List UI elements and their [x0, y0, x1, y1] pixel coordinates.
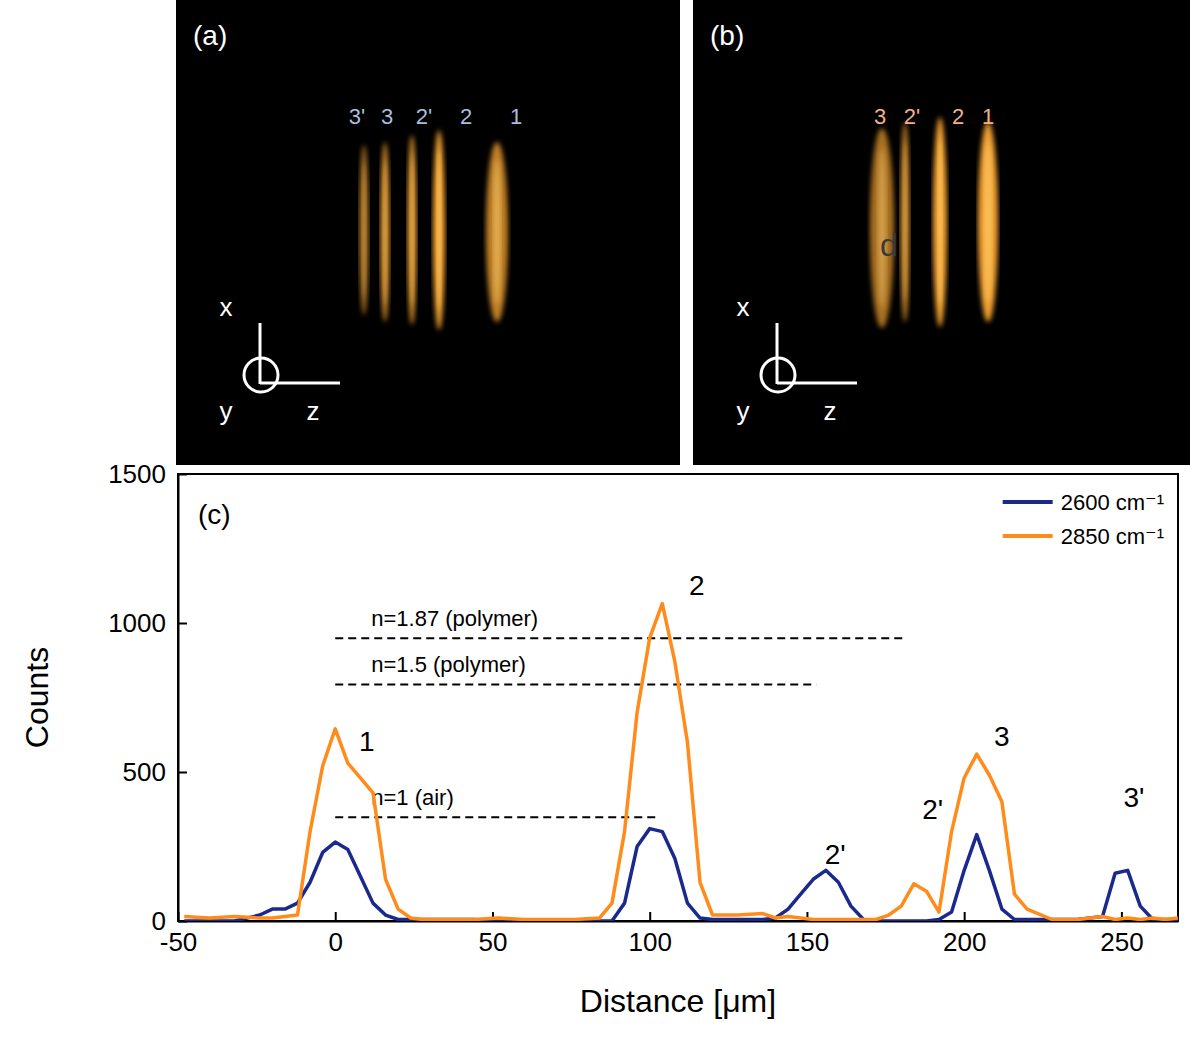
y-tick-label: 1000 — [108, 608, 166, 638]
streak — [433, 130, 445, 330]
peak-label: 3' — [349, 104, 365, 129]
panel-letter: (a) — [193, 20, 227, 51]
peak-label: 1 — [982, 104, 994, 129]
y-tick: 500 — [123, 757, 187, 787]
peak-label: 3 — [381, 104, 393, 129]
legend-label: 2850 cm⁻¹ — [1061, 524, 1164, 549]
legend: 2600 cm⁻¹ 2850 cm⁻¹ — [1003, 490, 1164, 549]
peak-label: 3' — [1124, 782, 1145, 813]
peak-label: 3 — [874, 104, 886, 129]
x-tick-label: 100 — [629, 927, 672, 957]
y-tick-mark — [178, 772, 187, 774]
y-tick-mark — [178, 623, 187, 625]
y-tick-label: 0 — [152, 906, 166, 936]
x-tick-label: 0 — [328, 927, 342, 957]
streak-core — [938, 138, 943, 306]
image-panel: (b) 3 2' 21 x y z d — [693, 0, 1190, 465]
x-tick-mark — [335, 912, 337, 921]
axis-glyph — [260, 382, 340, 385]
figure: (a)3'32'21xyz(b)32'21xyzd-50050100150200… — [0, 0, 1190, 1059]
annotation-line — [335, 683, 816, 685]
x-tick: 0 — [328, 912, 342, 957]
axis-glyph — [761, 358, 795, 392]
axis-glyph-label: z — [307, 396, 320, 426]
axis-glyph-label: y — [737, 396, 750, 426]
panel-letter: (c) — [198, 499, 231, 530]
streak — [380, 142, 390, 322]
peak-label: 2' — [825, 839, 846, 870]
series-line — [184, 829, 1178, 921]
peak-label: 1 — [359, 726, 375, 757]
axis-glyph — [777, 382, 857, 385]
x-tick: 100 — [629, 912, 672, 957]
chart: -50050100150200250050010001500(c)n=1.87 … — [108, 459, 1178, 958]
annotation-text: n=1 (air) — [371, 785, 454, 810]
legend-entry: 2600 cm⁻¹ — [1003, 490, 1164, 515]
plot-frame — [178, 474, 1178, 921]
streak-core — [493, 160, 501, 304]
x-tick-mark — [649, 912, 651, 921]
peak-label: 3 — [994, 721, 1010, 752]
x-tick-label: 50 — [479, 927, 508, 957]
streak — [900, 122, 910, 322]
y-axis: 0 500 1000 1500 — [108, 459, 187, 936]
peak-label: 2 — [689, 570, 705, 601]
axis-glyph — [776, 323, 779, 384]
streak — [407, 135, 417, 325]
legend-swatch — [1003, 534, 1053, 538]
streak-core — [383, 160, 387, 304]
x-tick-label: 250 — [1100, 927, 1143, 957]
y-axis-line — [178, 475, 180, 922]
y-tick-mark — [178, 474, 187, 476]
axis-glyph — [259, 323, 262, 384]
streak — [978, 122, 998, 322]
peak-label: 2' — [904, 104, 920, 129]
series-line — [184, 604, 1178, 920]
streak — [933, 117, 947, 327]
panel-background — [693, 0, 1190, 465]
y-tick: 0 — [152, 906, 187, 936]
streak-core — [903, 142, 907, 302]
x-tick: 200 — [943, 912, 986, 957]
axis-glyph-label: z — [824, 396, 837, 426]
legend-entry: 2850 cm⁻¹ — [1003, 524, 1164, 549]
streak-core — [362, 162, 366, 298]
axis-glyph-label: y — [220, 396, 233, 426]
streak-core — [437, 150, 441, 310]
x-tick-label: 150 — [786, 927, 829, 957]
panel-background — [176, 0, 680, 465]
peak-label: 2 — [460, 104, 472, 129]
streak — [359, 145, 369, 315]
legend-label: 2600 cm⁻¹ — [1061, 490, 1164, 515]
y-tick: 1500 — [108, 459, 187, 489]
y-tick-label: 1500 — [108, 459, 166, 489]
x-tick-mark — [964, 912, 966, 921]
peak-label: 2' — [922, 794, 943, 825]
streak-core — [410, 154, 414, 306]
y-tick: 1000 — [108, 608, 187, 638]
streak-core — [985, 142, 992, 302]
axis-glyph-label: x — [220, 292, 233, 322]
panel-letter: (b) — [710, 20, 744, 51]
peak-label: 1 — [510, 104, 522, 129]
peak-label: 2' — [416, 104, 432, 129]
axis-glyph — [244, 358, 278, 392]
y-tick-label: 500 — [123, 757, 166, 787]
image-annotation: d — [880, 227, 898, 263]
peak-label: 2 — [952, 104, 964, 129]
x-axis-title: Distance [μm] — [580, 983, 776, 1019]
annotation-text: n=1.87 (polymer) — [371, 606, 538, 631]
plot-area — [184, 604, 1178, 921]
annotation-line — [335, 637, 904, 639]
legend-swatch — [1003, 500, 1053, 504]
streak — [486, 142, 508, 322]
axis-glyph-label: x — [737, 292, 750, 322]
y-axis-title: Counts — [19, 647, 55, 748]
annotation-text: n=1.5 (polymer) — [371, 652, 526, 677]
image-panel: (a) 3' 3 2' 2 1 x y z — [176, 0, 680, 465]
x-tick-label: 200 — [943, 927, 986, 957]
annotation-line — [335, 816, 659, 818]
